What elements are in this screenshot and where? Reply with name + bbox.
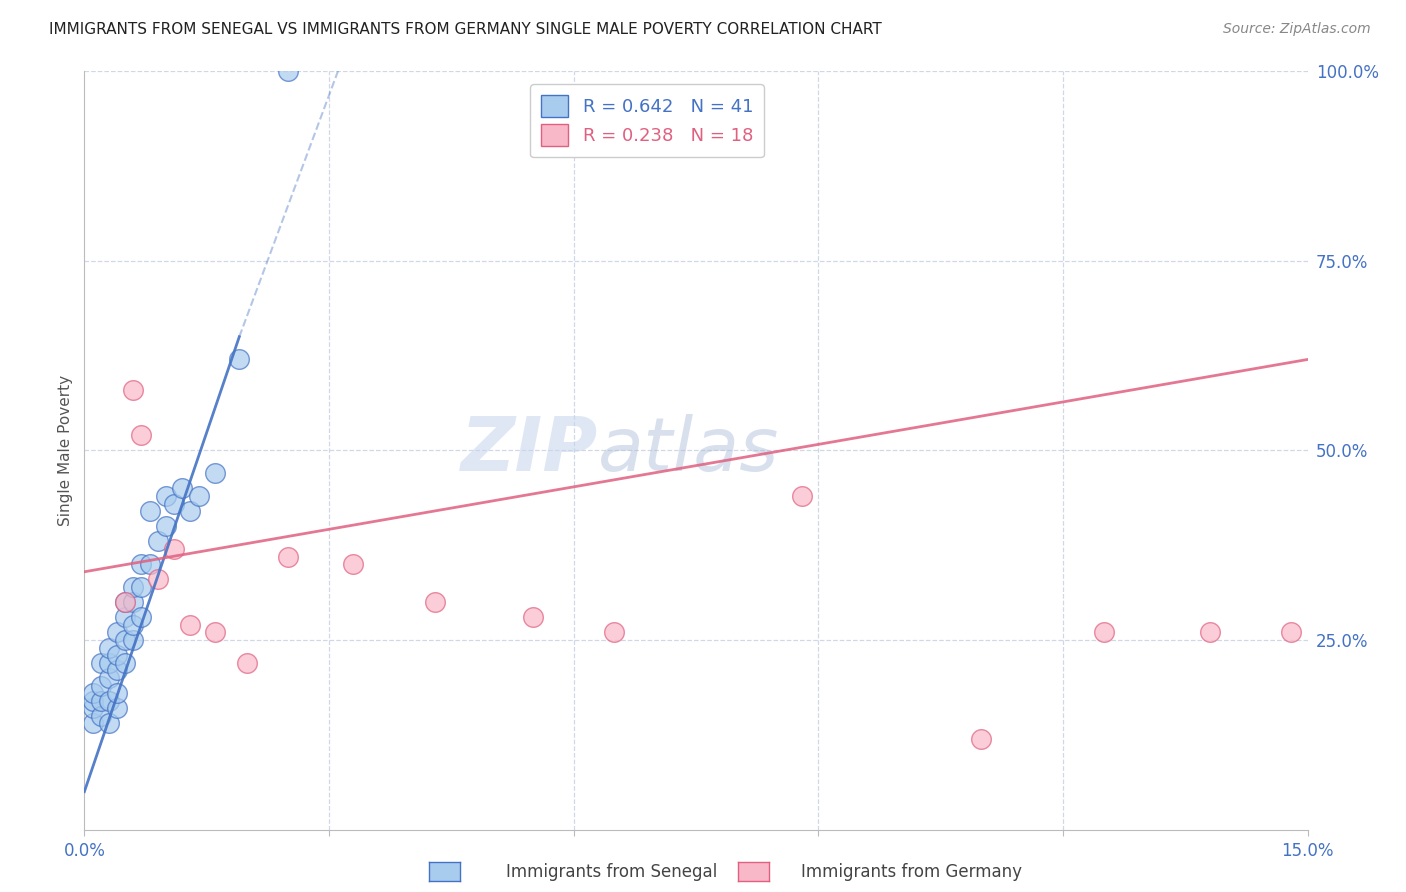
Point bbox=[179, 617, 201, 632]
Point bbox=[90, 708, 112, 723]
Point bbox=[82, 694, 104, 708]
Point bbox=[90, 678, 112, 692]
Point bbox=[138, 504, 160, 518]
Point bbox=[97, 656, 120, 670]
Y-axis label: Single Male Poverty: Single Male Poverty bbox=[58, 375, 73, 526]
Point bbox=[131, 580, 153, 594]
Point bbox=[187, 489, 209, 503]
Point bbox=[277, 549, 299, 564]
Point bbox=[82, 716, 104, 731]
Point bbox=[172, 482, 194, 496]
Point bbox=[105, 701, 128, 715]
Text: ZIP: ZIP bbox=[461, 414, 598, 487]
Point bbox=[603, 625, 626, 640]
Point bbox=[97, 671, 120, 685]
Text: Immigrants from Germany: Immigrants from Germany bbox=[801, 863, 1022, 881]
Point bbox=[423, 595, 446, 609]
Point bbox=[105, 648, 128, 662]
Point bbox=[122, 595, 145, 609]
Point bbox=[122, 383, 145, 397]
Point bbox=[342, 557, 364, 572]
Point bbox=[236, 656, 259, 670]
Point bbox=[146, 534, 169, 549]
Point bbox=[146, 573, 169, 587]
Point bbox=[114, 595, 136, 609]
Point bbox=[131, 610, 153, 624]
Legend: R = 0.642   N = 41, R = 0.238   N = 18: R = 0.642 N = 41, R = 0.238 N = 18 bbox=[530, 84, 763, 157]
Point bbox=[155, 519, 177, 533]
Point bbox=[204, 625, 226, 640]
Point bbox=[105, 664, 128, 678]
Point bbox=[138, 557, 160, 572]
Point bbox=[82, 701, 104, 715]
Text: atlas: atlas bbox=[598, 415, 779, 486]
Point bbox=[114, 656, 136, 670]
Point bbox=[105, 625, 128, 640]
Point bbox=[204, 467, 226, 481]
Point bbox=[522, 610, 544, 624]
Point bbox=[163, 496, 186, 510]
Point bbox=[114, 610, 136, 624]
Point bbox=[122, 633, 145, 648]
Point bbox=[228, 352, 250, 367]
Text: Immigrants from Senegal: Immigrants from Senegal bbox=[506, 863, 717, 881]
Point bbox=[1198, 625, 1220, 640]
Point bbox=[97, 716, 120, 731]
Point bbox=[131, 557, 153, 572]
Point bbox=[90, 656, 112, 670]
Point bbox=[97, 694, 120, 708]
Point bbox=[163, 542, 186, 557]
Point bbox=[155, 489, 177, 503]
Point bbox=[122, 580, 145, 594]
Point bbox=[277, 64, 299, 78]
Point bbox=[970, 731, 993, 746]
Point bbox=[131, 428, 153, 442]
Point bbox=[114, 633, 136, 648]
Point bbox=[90, 694, 112, 708]
Point bbox=[97, 640, 120, 655]
Point bbox=[1279, 625, 1302, 640]
Point bbox=[790, 489, 813, 503]
Point bbox=[1092, 625, 1115, 640]
Text: Source: ZipAtlas.com: Source: ZipAtlas.com bbox=[1223, 22, 1371, 37]
Point bbox=[179, 504, 201, 518]
Point bbox=[122, 617, 145, 632]
Text: IMMIGRANTS FROM SENEGAL VS IMMIGRANTS FROM GERMANY SINGLE MALE POVERTY CORRELATI: IMMIGRANTS FROM SENEGAL VS IMMIGRANTS FR… bbox=[49, 22, 882, 37]
Point bbox=[114, 595, 136, 609]
Point bbox=[105, 686, 128, 700]
Point bbox=[82, 686, 104, 700]
